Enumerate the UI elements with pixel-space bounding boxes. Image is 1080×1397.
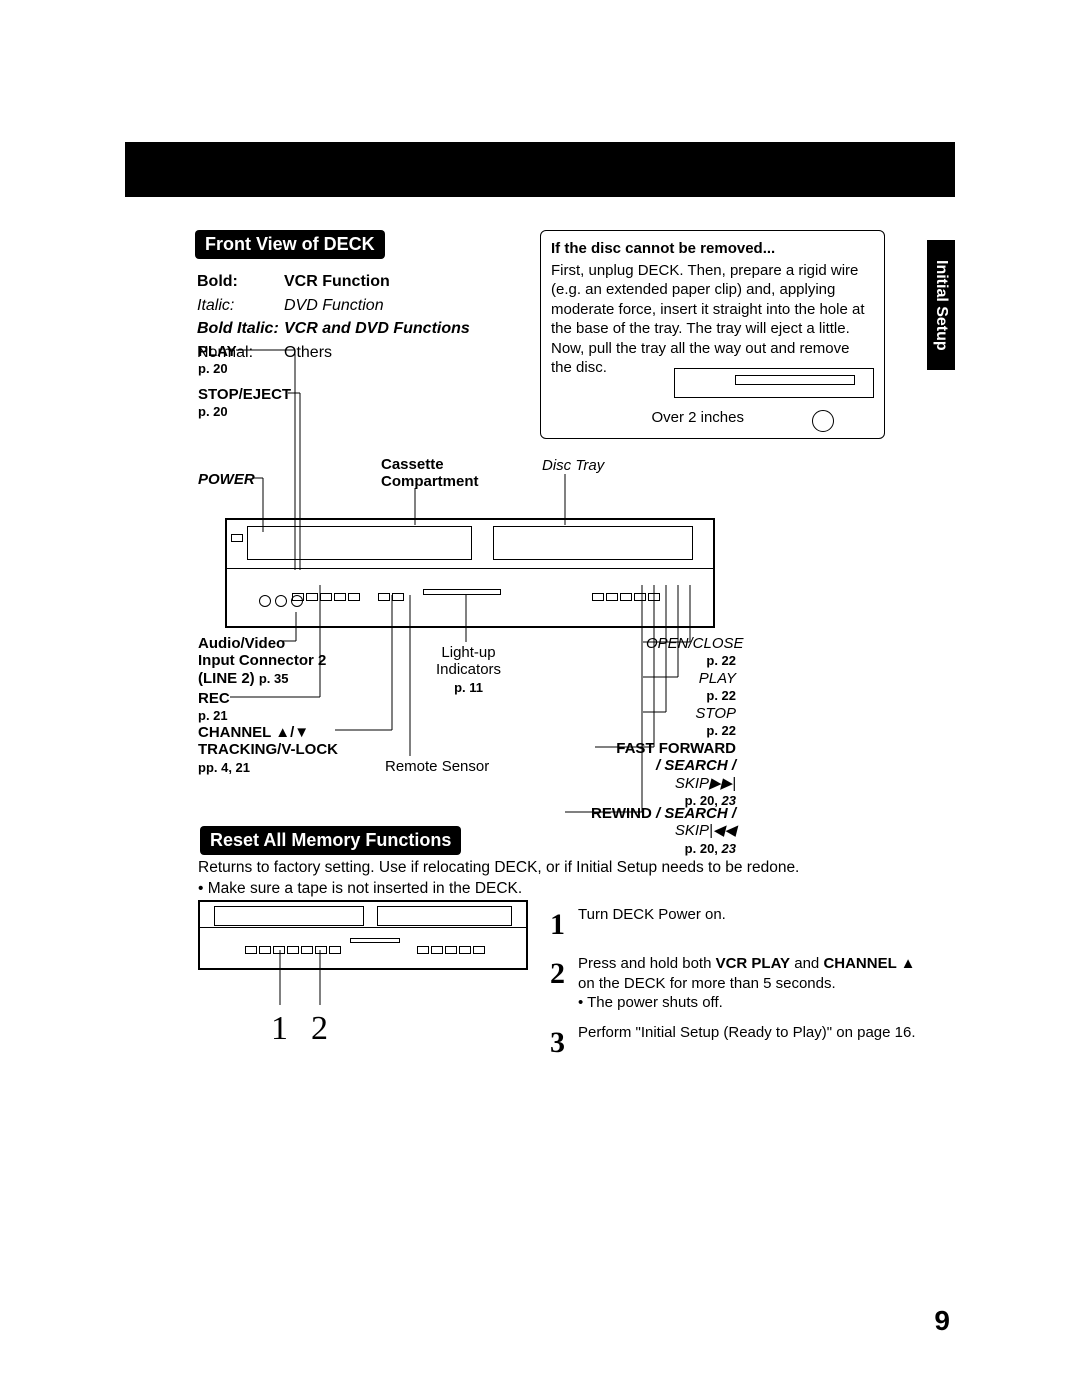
callout-stop-dvd: STOPp. 22 bbox=[646, 705, 736, 740]
legend-bi-label: Bold Italic: bbox=[197, 318, 282, 340]
callout-open-close: OPEN/CLOSEp. 22 bbox=[646, 635, 736, 670]
deck-power-button bbox=[231, 534, 243, 542]
cassette-compartment bbox=[247, 526, 472, 560]
callout-rewind: REWIND / SEARCH /SKIP|◀◀p. 20, 23 bbox=[566, 805, 736, 857]
over-2-inches-label: Over 2 inches bbox=[651, 408, 744, 428]
reset-text: Returns to factory setting. Use if reloc… bbox=[198, 858, 928, 900]
deck-small-diagram bbox=[198, 900, 528, 970]
disc-tray bbox=[493, 526, 693, 560]
disc-remove-infobox: If the disc cannot be removed... First, … bbox=[540, 230, 885, 439]
callout-av: Audio/VideoInput Connector 2(LINE 2) p. … bbox=[198, 635, 326, 687]
indicator-panel bbox=[423, 589, 501, 595]
callout-lightup: Light-upIndicatorsp. 11 bbox=[436, 644, 501, 696]
callout-channel: CHANNEL ▲/▼TRACKING/V-LOCKpp. 4, 21 bbox=[198, 724, 338, 776]
callout-cassette: CassetteCompartment bbox=[381, 457, 479, 490]
bignum-2: 2 bbox=[311, 1010, 328, 1048]
bignum-1: 1 bbox=[271, 1010, 288, 1048]
main-content: Front View of DECK Bold:VCR Function Ita… bbox=[195, 230, 895, 365]
tray-diagram bbox=[674, 368, 874, 398]
page-number: 9 bbox=[934, 1305, 950, 1337]
legend-bi-desc: VCR and DVD Functions bbox=[284, 318, 470, 340]
channel-buttons bbox=[377, 583, 405, 601]
steps-list: 1 Turn DECK Power on. 2 Press and hold b… bbox=[550, 905, 930, 1072]
step-3: 3 Perform "Initial Setup (Ready to Play)… bbox=[550, 1023, 930, 1062]
deck-control-row bbox=[227, 568, 713, 618]
legend-bold-label: Bold: bbox=[197, 271, 282, 293]
callout-remote: Remote Sensor bbox=[385, 758, 489, 775]
callout-rec: RECp. 21 bbox=[198, 690, 230, 725]
infobox-title: If the disc cannot be removed... bbox=[551, 239, 874, 259]
heading-front-view: Front View of DECK bbox=[195, 230, 385, 259]
infobox-body: First, unplug DECK. Then, prepare a rigi… bbox=[551, 262, 865, 377]
dvd-button-group bbox=[591, 583, 661, 601]
callout-stop-eject: STOP/EJECTp. 20 bbox=[198, 386, 291, 421]
small-deck-lines bbox=[0, 0, 1080, 1397]
callout-power: POWER bbox=[198, 471, 255, 488]
step-1: 1 Turn DECK Power on. bbox=[550, 905, 930, 944]
step-2: 2 Press and hold both VCR PLAY and CHANN… bbox=[550, 954, 930, 1013]
heading-reset: Reset All Memory Functions bbox=[200, 826, 461, 855]
legend-bold-desc: VCR Function bbox=[284, 271, 470, 293]
av-jacks bbox=[257, 594, 305, 612]
deck-diagram bbox=[225, 518, 715, 628]
callout-disc-tray: Disc Tray bbox=[542, 457, 604, 474]
callout-play-dvd: PLAYp. 22 bbox=[646, 670, 736, 705]
leader-lines bbox=[0, 0, 1080, 1397]
side-tab-initial-setup: Initial Setup bbox=[927, 240, 955, 370]
callout-fast-forward: FAST FORWARD/ SEARCH /SKIP▶▶|p. 20, 23 bbox=[596, 740, 736, 809]
paperclip-circle-icon bbox=[812, 410, 834, 432]
legend-italic-desc: DVD Function bbox=[284, 295, 470, 317]
legend-italic-label: Italic: bbox=[197, 295, 282, 317]
callout-play: PLAYp. 20 bbox=[198, 343, 237, 378]
legend-normal-desc: Others bbox=[284, 342, 470, 364]
header-black-bar bbox=[125, 142, 955, 197]
